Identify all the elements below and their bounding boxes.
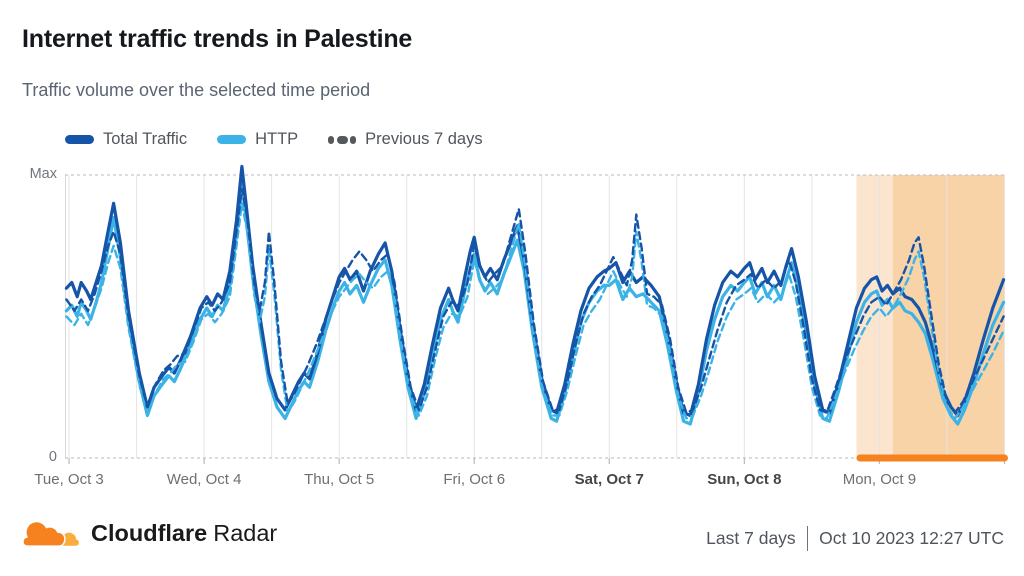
page-title: Internet traffic trends in Palestine	[22, 25, 413, 53]
brand-footer[interactable]: Cloudflare Radar	[21, 519, 277, 548]
brand-radar: Radar	[213, 520, 278, 546]
date-range-label: Last 7 days	[706, 528, 796, 548]
y-axis-max-label: Max	[29, 166, 57, 182]
http-swatch-icon	[217, 135, 247, 144]
brand-wordmark: Cloudflare Radar	[91, 520, 277, 547]
x-axis-label: Sat, Oct 7	[574, 471, 644, 488]
x-axis-label: Thu, Oct 5	[304, 471, 375, 488]
x-axis-label: Fri, Oct 6	[443, 471, 506, 488]
time-range-footer: Last 7 days Oct 10 2023 12:27 UTC	[706, 526, 1004, 551]
brand-cloudflare: Cloudflare	[91, 520, 208, 546]
traffic-line-chart[interactable]	[64, 163, 1008, 465]
chart-legend: Total Traffic HTTP Previous 7 days	[65, 130, 483, 149]
page-subtitle: Traffic volume over the selected time pe…	[22, 80, 371, 100]
cloudflare-logo-icon	[22, 520, 79, 547]
y-axis-zero-label: 0	[48, 449, 57, 465]
x-axis-label: Wed, Oct 4	[166, 471, 242, 488]
legend-item-total-traffic[interactable]: Total Traffic	[65, 130, 187, 149]
previous-7-days-swatch-icon	[328, 135, 357, 144]
x-axis-label: Sun, Oct 8	[707, 471, 782, 488]
legend-label: HTTP	[255, 130, 299, 148]
chart-plot-area[interactable]	[64, 163, 1008, 465]
timestamp-label: Oct 10 2023 12:27 UTC	[819, 528, 1004, 548]
legend-item-http[interactable]: HTTP	[217, 130, 298, 149]
legend-item-previous-7-days[interactable]: Previous 7 days	[328, 130, 483, 149]
x-axis-label: Tue, Oct 3	[34, 471, 104, 488]
legend-label: Total Traffic	[103, 130, 188, 148]
vertical-separator	[806, 526, 809, 551]
legend-label: Previous 7 days	[365, 130, 483, 148]
total-traffic-swatch-icon	[65, 135, 94, 144]
x-axis-label: Mon, Oct 9	[842, 471, 917, 488]
